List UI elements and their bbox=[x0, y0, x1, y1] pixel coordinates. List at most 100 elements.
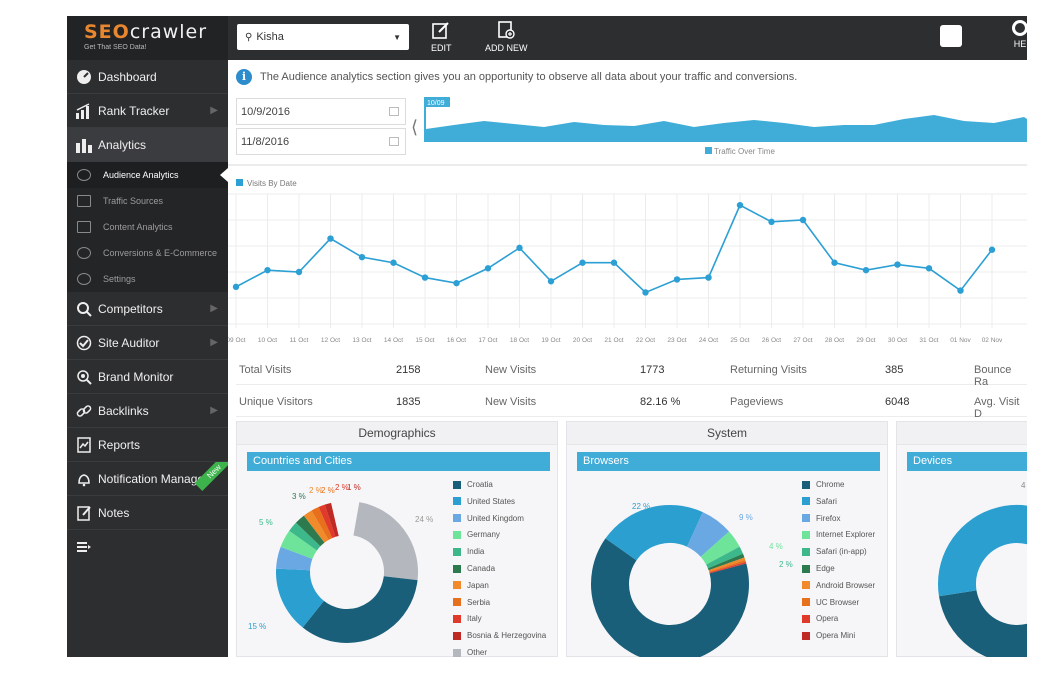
sidebar-item-rank-tracker[interactable]: Rank Tracker ▶ bbox=[67, 94, 228, 128]
sidebar-subitem-label: Settings bbox=[103, 274, 136, 284]
visits-point[interactable] bbox=[579, 259, 586, 266]
legend-item[interactable]: India bbox=[453, 547, 484, 556]
visits-point[interactable] bbox=[358, 253, 366, 261]
project-select[interactable]: ⚲ Kisha ▼ bbox=[237, 24, 409, 50]
sidebar-item-notification-manager[interactable]: Notification Manager New bbox=[67, 462, 228, 496]
legend-label: United States bbox=[467, 496, 516, 506]
visits-point[interactable] bbox=[831, 259, 838, 266]
legend-item[interactable]: Firefox bbox=[802, 514, 840, 523]
legend-item[interactable]: Other bbox=[453, 648, 487, 657]
countries-cities-bar[interactable]: Countries and Cities bbox=[247, 452, 550, 471]
legend-item[interactable]: Croatia bbox=[453, 480, 493, 489]
visits-point[interactable] bbox=[862, 266, 870, 274]
stat-label-total-visits: Total Visits bbox=[239, 364, 292, 376]
sidebar-item-site-auditor[interactable]: Site Auditor ▶ bbox=[67, 326, 228, 360]
legend-item[interactable]: Safari (in-app) bbox=[802, 547, 867, 556]
visits-point[interactable] bbox=[390, 259, 397, 266]
visits-point[interactable] bbox=[327, 235, 334, 242]
logo[interactable]: SEOcrawler Get That SEO Data! bbox=[67, 16, 228, 60]
competitors-icon bbox=[73, 299, 95, 319]
visits-point[interactable] bbox=[453, 279, 460, 287]
sidebar-subitem-settings[interactable]: Settings bbox=[67, 266, 228, 292]
date-from-field[interactable]: 10/9/2016 bbox=[236, 98, 406, 125]
legend-item[interactable]: Canada bbox=[453, 564, 495, 573]
sidebar-collapse-button[interactable] bbox=[67, 530, 228, 564]
sidebar-item-notes[interactable]: Notes bbox=[67, 496, 228, 530]
calendar-icon bbox=[389, 107, 399, 116]
reports-icon bbox=[73, 435, 95, 455]
sidebar-item-dashboard[interactable]: Dashboard bbox=[67, 60, 228, 94]
sidebar-item-competitors[interactable]: Competitors ▶ bbox=[67, 292, 228, 326]
visits-point[interactable] bbox=[264, 266, 271, 274]
sidebar-subitem-conversions[interactable]: Conversions & E-Commerce bbox=[67, 240, 228, 266]
legend-item[interactable]: Edge bbox=[802, 564, 835, 573]
devices-bar[interactable]: Devices bbox=[907, 452, 1027, 471]
legend-item[interactable]: Safari bbox=[802, 497, 837, 506]
edit-icon bbox=[431, 20, 451, 40]
visits-point[interactable] bbox=[295, 268, 303, 276]
visits-point[interactable] bbox=[925, 265, 933, 272]
edit-button[interactable]: EDIT bbox=[431, 20, 452, 53]
visits-point[interactable] bbox=[894, 261, 901, 268]
visits-point[interactable] bbox=[673, 276, 681, 283]
legend-item[interactable]: UC Browser bbox=[802, 598, 859, 607]
overview-range-handle[interactable] bbox=[424, 97, 426, 142]
legend-item[interactable]: Opera bbox=[802, 614, 838, 623]
chat-icon[interactable] bbox=[940, 25, 962, 47]
x-tick-label: 28 Oct bbox=[825, 337, 844, 344]
traffic-overview-chart[interactable]: 10/09 Traffic Over Time bbox=[424, 97, 1027, 161]
sidebar-item-backlinks[interactable]: Backlinks ▶ bbox=[67, 394, 228, 428]
legend-swatch bbox=[453, 614, 461, 623]
overview-legend: Traffic Over Time bbox=[714, 147, 775, 156]
sidebar-item-brand-monitor[interactable]: Brand Monitor bbox=[67, 360, 228, 394]
legend-item[interactable]: Internet Explorer bbox=[802, 530, 875, 539]
legend-swatch bbox=[453, 648, 461, 657]
sidebar-subitem-label: Content Analytics bbox=[103, 222, 173, 232]
legend-item[interactable]: Italy bbox=[453, 614, 482, 623]
overview-area bbox=[426, 115, 1027, 142]
visits-point[interactable] bbox=[547, 278, 555, 285]
visits-point[interactable] bbox=[988, 246, 996, 253]
visits-point[interactable] bbox=[705, 274, 712, 281]
legend-swatch bbox=[453, 514, 461, 523]
visits-point[interactable] bbox=[484, 265, 492, 272]
legend-item[interactable]: United Kingdom bbox=[453, 514, 524, 523]
visits-point[interactable] bbox=[421, 274, 429, 281]
sidebar-subitem-traffic-sources[interactable]: Traffic Sources bbox=[67, 188, 228, 214]
sidebar-subitem-audience-analytics[interactable]: Audience Analytics bbox=[67, 162, 228, 188]
stat-value-new-visits: 1773 bbox=[640, 364, 665, 376]
link-icon bbox=[73, 401, 95, 421]
legend-item[interactable]: Japan bbox=[453, 581, 489, 590]
legend-item[interactable]: Germany bbox=[453, 530, 500, 539]
visits-point[interactable] bbox=[516, 244, 523, 252]
overview-marker-bg bbox=[424, 97, 450, 107]
browsers-bar[interactable]: Browsers bbox=[577, 452, 880, 471]
legend-swatch bbox=[453, 547, 461, 556]
visits-point[interactable] bbox=[642, 289, 649, 296]
stats-row-1: Total Visits 2158 New Visits 1773 Return… bbox=[236, 355, 1027, 388]
sidebar-item-analytics[interactable]: Analytics bbox=[67, 128, 228, 162]
legend-item[interactable]: Chrome bbox=[802, 480, 844, 489]
visits-point[interactable] bbox=[768, 218, 775, 226]
legend-item[interactable]: Opera Mini bbox=[802, 631, 855, 640]
visits-point[interactable] bbox=[736, 201, 744, 209]
help-button[interactable]: HE bbox=[1012, 20, 1027, 49]
add-new-button[interactable]: ADD NEW bbox=[485, 20, 528, 53]
sidebar-item-reports[interactable]: Reports bbox=[67, 428, 228, 462]
legend-item[interactable]: United States bbox=[453, 497, 515, 506]
visits-point[interactable] bbox=[957, 287, 964, 294]
analytics-icon bbox=[73, 135, 95, 155]
legend-label: Safari bbox=[816, 496, 837, 506]
date-to-field[interactable]: 11/8/2016 bbox=[236, 128, 406, 155]
calendar-icon bbox=[389, 137, 399, 146]
legend-item[interactable]: Bosnia & Herzegovina bbox=[453, 631, 546, 640]
visits-point[interactable] bbox=[232, 283, 240, 291]
legend-swatch bbox=[802, 631, 810, 640]
legend-item[interactable]: Android Browser bbox=[802, 581, 875, 590]
overview-scroll-left[interactable]: ⟨ bbox=[411, 117, 419, 137]
search-icon: ⚲ bbox=[245, 31, 253, 43]
visits-point[interactable] bbox=[610, 259, 618, 266]
visits-point[interactable] bbox=[799, 216, 807, 224]
sidebar-subitem-content-analytics[interactable]: Content Analytics bbox=[67, 214, 228, 240]
legend-item[interactable]: Serbia bbox=[453, 598, 490, 607]
